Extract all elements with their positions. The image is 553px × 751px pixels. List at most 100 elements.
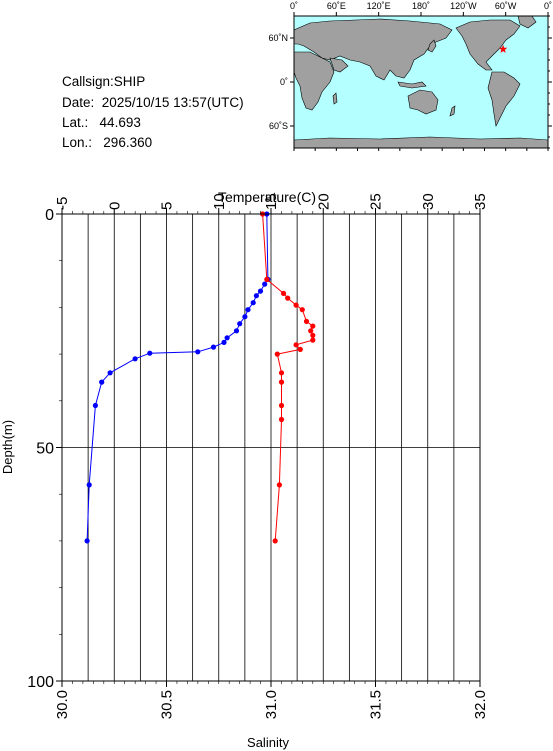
bottom-axis-tick-label: 30.5 <box>159 690 176 719</box>
map-lon-label: 180˚ <box>412 1 430 11</box>
data-point-1 <box>280 290 287 296</box>
data-point-0 <box>253 293 259 299</box>
data-point-1 <box>310 323 316 329</box>
data-point-1 <box>278 416 285 423</box>
y-axis-tick-label: 0 <box>45 207 54 224</box>
data-point-1 <box>278 370 285 376</box>
land-indonesia <box>397 81 427 89</box>
data-point-0 <box>265 276 271 282</box>
data-point-1 <box>299 307 305 313</box>
data-point-1 <box>308 328 314 334</box>
data-point-1 <box>260 211 266 217</box>
top-axis-tick-label: 15 <box>263 193 280 210</box>
map-lon-label: 0˚ <box>290 1 298 11</box>
data-point-0 <box>245 307 251 313</box>
land-new-zealand <box>449 105 456 117</box>
y-axis-tick-label: 100 <box>27 674 54 691</box>
data-point-0 <box>84 538 90 544</box>
y-axis-tick-label: 50 <box>36 441 54 458</box>
map-lat-label: 60˚N <box>268 33 288 43</box>
data-point-1 <box>310 337 316 343</box>
map-lat-label: 60˚S <box>269 121 288 131</box>
map-lon-label: 60˚W <box>495 1 517 11</box>
data-point-0 <box>237 321 243 327</box>
top-axis-tick-label: 5 <box>159 202 176 210</box>
y-axis-label: Depth(m) <box>0 420 15 474</box>
top-axis-tick-label: 10 <box>211 193 228 210</box>
date-value: 2025/10/15 13:57(UTC) <box>101 95 244 110</box>
data-point-0 <box>242 314 248 320</box>
data-point-1 <box>264 276 270 282</box>
map-lat-label: 0˚ <box>280 77 288 87</box>
data-point-1 <box>276 482 282 488</box>
plot-frame <box>61 213 481 682</box>
land-africa <box>294 51 335 111</box>
chart-series <box>84 211 316 544</box>
data-point-1 <box>297 346 303 352</box>
lat-line: Lat.: 44.693 <box>62 113 141 133</box>
data-point-0 <box>195 349 201 355</box>
bottom-axis-tick-label: 32.0 <box>472 690 489 719</box>
data-point-0 <box>262 281 268 287</box>
date-line: Date: 2025/10/15 13:57(UTC) <box>62 93 244 113</box>
map-lon-label: 0˚ <box>544 1 552 11</box>
bottom-axis-tick-label: 31.0 <box>263 690 280 719</box>
land-south-america <box>487 71 521 127</box>
land-north-america <box>455 19 521 71</box>
station-marker-icon <box>498 44 508 53</box>
data-point-1 <box>274 351 280 357</box>
data-point-1 <box>310 332 316 338</box>
map-lon-label: 120˚E <box>367 1 391 11</box>
series-line-1 <box>262 213 314 541</box>
bottom-axis-tick-label: 31.5 <box>368 690 385 719</box>
top-axis-tick-label: 25 <box>368 193 385 210</box>
land-arabia <box>329 57 349 73</box>
station-marker <box>498 44 508 53</box>
lon-label: Lon.: <box>62 135 93 150</box>
top-axis-label: Temperature(C) <box>218 189 316 205</box>
top-axis-tick-label: 35 <box>472 193 489 210</box>
data-point-0 <box>92 402 98 409</box>
map-land <box>294 16 548 148</box>
location-map: 0˚ 60˚E 120˚E 180˚ 120˚W 60˚W 0˚ 60˚N 0˚ 60˚S <box>268 1 552 151</box>
callsign-label: Callsign: <box>62 74 114 89</box>
data-point-0 <box>210 344 217 350</box>
land-australia <box>407 89 439 115</box>
data-point-1 <box>272 538 278 544</box>
top-axis-tick-label: -5 <box>54 197 71 210</box>
lat-value: 44.693 <box>99 115 141 130</box>
data-point-0 <box>132 356 138 362</box>
data-point-1 <box>278 402 285 409</box>
land-madagascar <box>332 92 338 105</box>
data-point-0 <box>233 328 240 334</box>
data-point-1 <box>293 342 299 348</box>
land-greenland <box>517 16 537 29</box>
map-ticks <box>290 12 552 151</box>
data-point-0 <box>250 300 256 306</box>
map-labels: 0˚ 60˚E 120˚E 180˚ 120˚W 60˚W 0˚ 60˚N 0˚ 60˚S <box>268 1 552 131</box>
data-point-0 <box>221 339 227 345</box>
data-point-0 <box>99 379 105 385</box>
lon-line: Lon.: 296.360 <box>62 133 152 153</box>
data-point-0 <box>86 482 92 488</box>
data-point-0 <box>147 350 153 356</box>
data-point-0 <box>107 370 113 376</box>
data-point-0 <box>257 288 264 294</box>
land-japan <box>427 39 437 53</box>
data-point-1 <box>293 302 299 308</box>
top-axis-tick-label: 20 <box>315 193 332 210</box>
map-lon-label: 120˚W <box>450 1 477 11</box>
data-point-0 <box>264 211 270 217</box>
lon-value: 296.360 <box>103 135 153 150</box>
data-point-1 <box>278 379 285 385</box>
bottom-axis-tick-label: 30.0 <box>54 690 71 719</box>
top-axis-tick-label: 30 <box>420 193 437 210</box>
callsign-value: SHIP <box>113 74 146 89</box>
data-point-1 <box>285 295 291 301</box>
land-antarctica <box>294 136 548 148</box>
series-line-0 <box>86 213 269 541</box>
callsign-line: Callsign:SHIP <box>62 72 145 92</box>
bottom-axis-label: Salinity <box>247 735 289 750</box>
map-lon-label: 60˚E <box>327 1 346 11</box>
